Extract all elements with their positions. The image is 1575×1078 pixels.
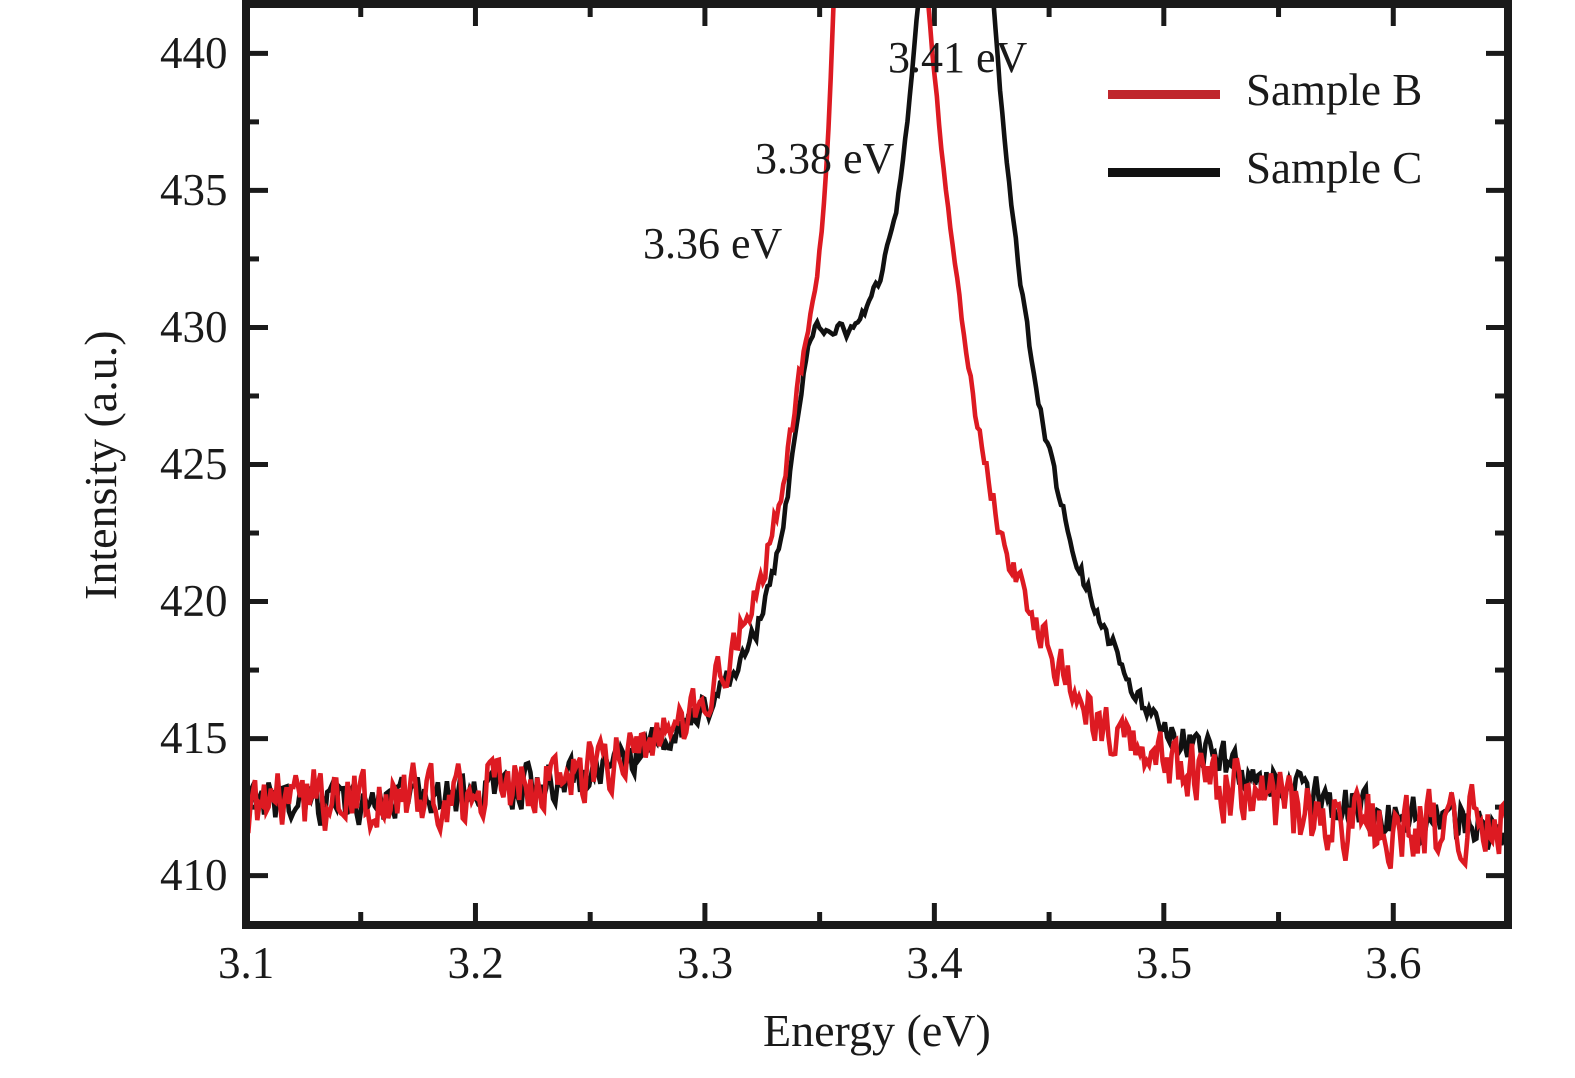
y-tick-label: 425 (160, 439, 228, 489)
x-tick-label: 3.2 (447, 938, 504, 988)
legend-line-swatch (1108, 90, 1220, 99)
x-tick-label: 3.4 (906, 938, 963, 988)
legend-line-swatch (1108, 168, 1220, 177)
y-tick-label: 440 (160, 27, 228, 78)
data-series (250, 8, 1504, 870)
axis-ticks (243, 4, 1511, 925)
y-tick-label: 430 (160, 301, 228, 352)
y-axis-title: Intensity (a.u.) (75, 329, 126, 600)
peak-annotation: 3.41 eV (888, 33, 1028, 82)
x-tick-label: 3.3 (676, 938, 734, 988)
y-tick-label: 435 (160, 164, 228, 215)
peak-annotation: 3.38 eV (755, 134, 895, 183)
y-tick-label: 410 (160, 850, 228, 901)
peak-annotation: 3.36 eV (643, 219, 783, 268)
x-axis-title: Energy (eV) (763, 1005, 991, 1056)
legend-label: Sample B (1246, 65, 1423, 115)
x-tick-label: 3.6 (1365, 938, 1422, 988)
y-tick-label: 415 (160, 713, 228, 764)
legend-label: Sample C (1246, 143, 1423, 193)
x-tick-label: 3.5 (1135, 938, 1193, 988)
y-tick-label: 420 (160, 576, 228, 627)
x-tick-label: 3.1 (218, 938, 275, 988)
